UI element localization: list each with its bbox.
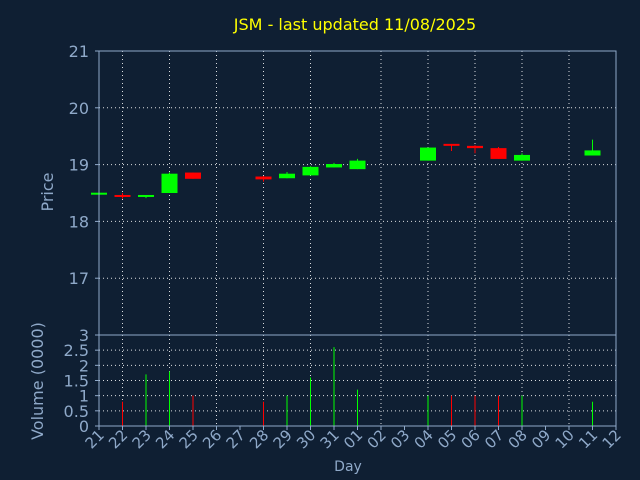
x-tick-label: 26	[199, 426, 225, 452]
candle-body	[161, 173, 178, 193]
candle-body	[255, 176, 272, 180]
x-axis-label: Day	[334, 459, 362, 475]
candle-body	[114, 194, 131, 197]
candle-body	[467, 145, 483, 149]
volume-tick-label: 3	[79, 326, 89, 345]
x-tick-label: 25	[176, 426, 202, 452]
x-tick-label: 10	[552, 426, 578, 452]
volume-tick-label: 0	[79, 417, 89, 436]
candle-body	[420, 147, 436, 161]
x-tick-label: 07	[481, 426, 507, 452]
x-tick-label: 30	[293, 426, 319, 452]
x-tick-label: 27	[223, 426, 249, 452]
x-tick-label: 06	[458, 426, 484, 452]
candle-body	[584, 150, 601, 156]
x-tick-label: 12	[599, 426, 625, 452]
price-y-ticks: 17 18 19 20 21	[69, 42, 99, 288]
x-tick-label: 24	[152, 426, 178, 452]
candle-body	[279, 173, 295, 179]
chart-title: JSM - last updated 11/08/2025	[233, 15, 476, 34]
x-tick-label: 29	[270, 426, 296, 452]
price-axis-label: Price	[38, 172, 57, 211]
price-tick-label: 19	[69, 156, 89, 175]
candle-body	[443, 143, 460, 146]
x-tick-label: 02	[364, 426, 390, 452]
x-tick-label: 11	[575, 426, 601, 452]
candle-body	[490, 148, 507, 159]
x-tick-label: 22	[105, 426, 131, 452]
x-tick-label: 03	[387, 426, 413, 452]
x-tick-label: 01	[340, 426, 366, 452]
price-tick-label: 20	[69, 99, 89, 118]
candle-body	[349, 160, 366, 170]
x-tick-label: 04	[411, 426, 437, 452]
price-candles	[91, 139, 601, 199]
x-tick-label: 23	[129, 426, 155, 452]
candle-body	[138, 194, 154, 197]
price-tick-label: 18	[69, 212, 89, 231]
volume-y-ticks: 00.511.522.53	[64, 326, 99, 436]
volume-bars	[122, 347, 593, 426]
x-tick-label: 31	[317, 426, 343, 452]
price-tick-label: 17	[69, 269, 89, 288]
volume-tick-label: 2.5	[64, 341, 89, 360]
x-tick-label: 09	[528, 426, 554, 452]
volume-tick-label: 1	[79, 387, 89, 406]
volume-axis-label: Volume (0000)	[28, 322, 47, 440]
volume-tick-label: 1.5	[64, 372, 89, 391]
volume-tick-label: 0.5	[64, 402, 89, 421]
candle-body	[185, 172, 201, 179]
price-tick-label: 21	[69, 42, 89, 61]
x-tick-label: 28	[246, 426, 272, 452]
x-tick-label: 05	[434, 426, 460, 452]
candle-body	[326, 164, 342, 168]
x-ticks: 2122232425262728293031010203040506070809…	[82, 426, 625, 452]
volume-tick-label: 2	[79, 356, 89, 375]
candle-body	[514, 154, 530, 161]
x-tick-label: 08	[505, 426, 531, 452]
candle-body	[302, 166, 319, 176]
